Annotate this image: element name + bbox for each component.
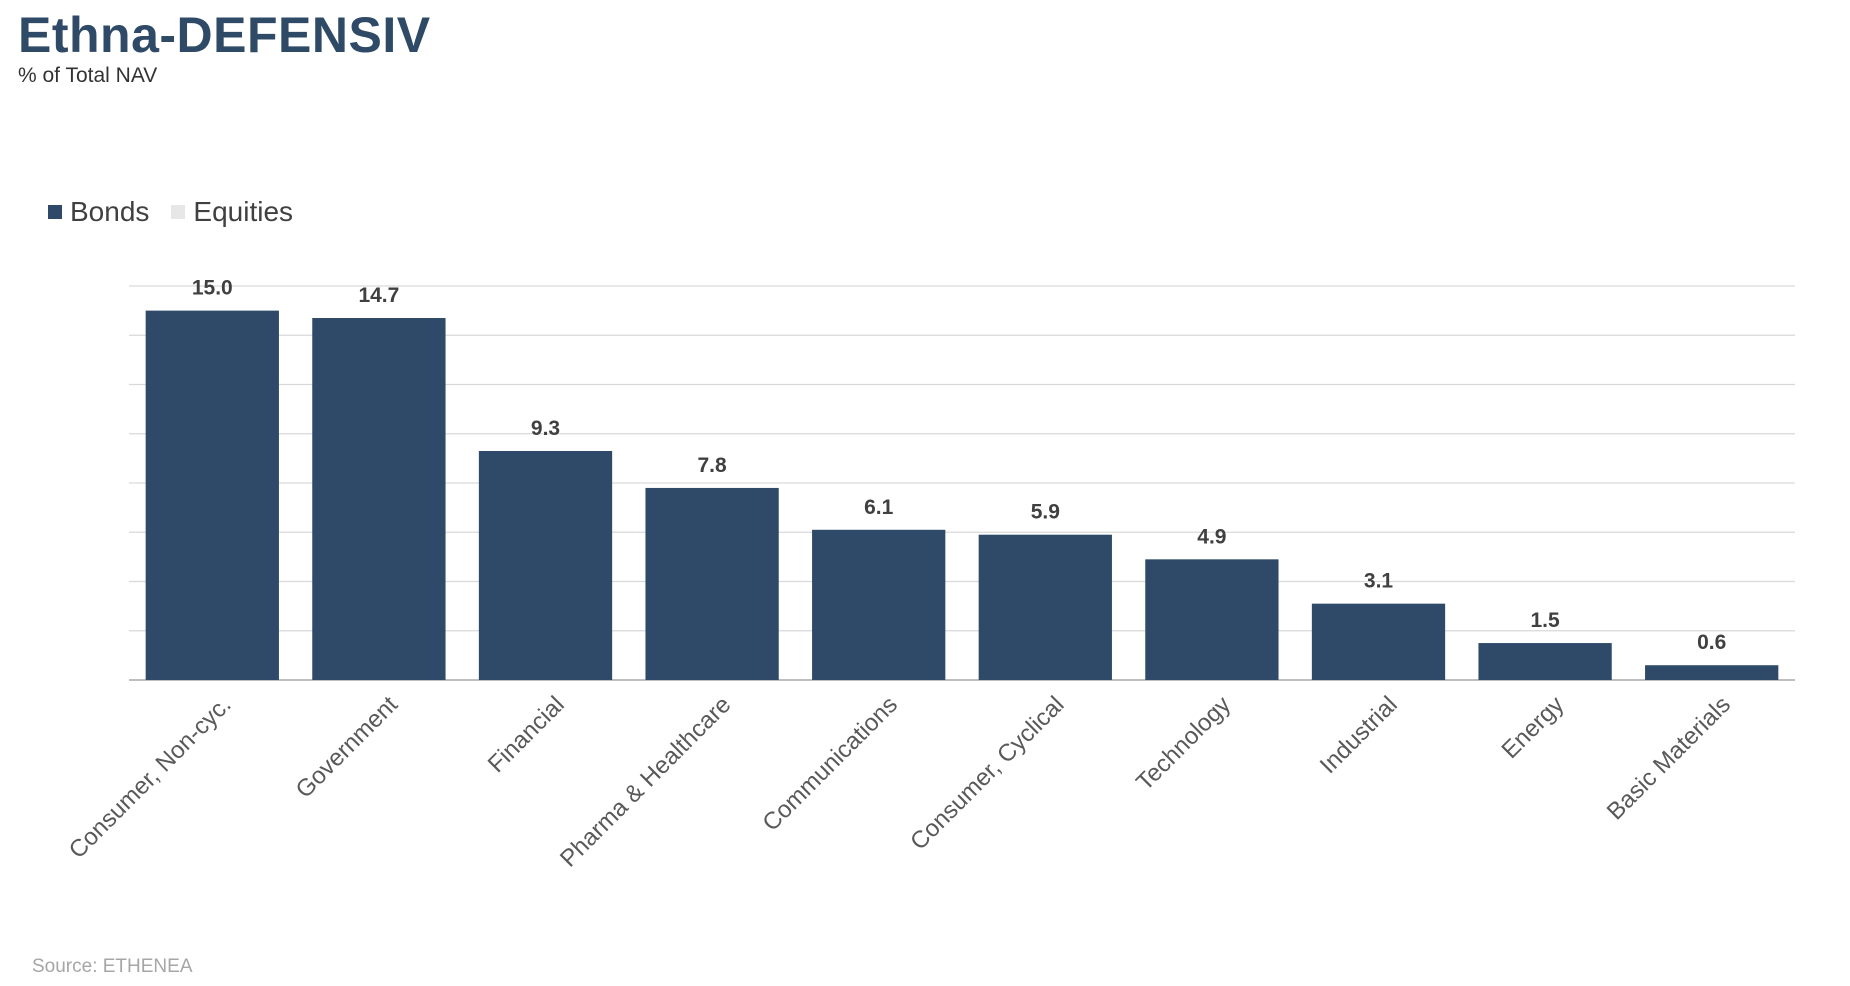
chart-title: Ethna-DEFENSIV	[18, 7, 431, 63]
category-labels: Consumer, Non-cyc. Government FinancialPha…	[64, 691, 1736, 873]
bar-energy	[1478, 643, 1612, 680]
category-label: Financial	[483, 691, 570, 778]
data-label: 0.6	[1697, 631, 1726, 654]
data-label: 3.1	[1364, 570, 1394, 593]
legend: Bonds Equities	[48, 196, 293, 228]
category-label: Consumer, Cyclical	[905, 691, 1069, 855]
legend-swatch-bonds	[48, 205, 62, 219]
legend-label-equities: Equities	[193, 196, 294, 227]
data-label: 9.3	[531, 417, 560, 440]
legend-item-equities: Equities	[171, 196, 293, 228]
data-label: 15.0	[192, 277, 233, 300]
category-label: Basic Materials	[1602, 691, 1736, 825]
category-label: Communications	[757, 691, 902, 836]
category-label: Pharma & Healthcare	[555, 691, 736, 872]
bar-pharma-healthcare	[645, 487, 779, 680]
bar-technology	[1145, 559, 1279, 680]
bar-financial	[478, 450, 613, 680]
data-label: 5.9	[1031, 501, 1060, 524]
bar-communications	[812, 529, 946, 680]
bar-consumer-non-cyc	[145, 310, 279, 680]
category-label: Technology	[1131, 691, 1236, 796]
category-label: Industrial	[1315, 691, 1403, 779]
data-label: 14.7	[358, 284, 399, 307]
legend-swatch-equities	[171, 205, 186, 219]
data-label: 4.9	[1197, 525, 1226, 548]
category-label: Government	[291, 691, 404, 804]
bar-basic-materials	[1645, 665, 1779, 680]
data-labels: 15.0 14.7 9.3 7.8 6.1 5.9 4.9 3.1 1.5 0.6	[192, 277, 1726, 655]
source-note: Source: ETHENEA	[32, 956, 193, 977]
bar-industrial	[1311, 603, 1446, 680]
category-label: Consumer, Non-cyc.	[64, 691, 237, 864]
data-label: 1.5	[1530, 609, 1560, 632]
chart-subtitle: % of Total NAV	[18, 64, 158, 87]
category-label: Energy	[1496, 691, 1569, 764]
data-label: 7.8	[697, 454, 727, 477]
bar-consumer-cyclical	[978, 534, 1112, 680]
data-label: 6.1	[864, 496, 894, 519]
legend-item-bonds: Bonds	[48, 196, 149, 228]
bars	[145, 310, 1779, 680]
legend-label-bonds: Bonds	[70, 196, 150, 227]
bar-government	[312, 318, 446, 680]
